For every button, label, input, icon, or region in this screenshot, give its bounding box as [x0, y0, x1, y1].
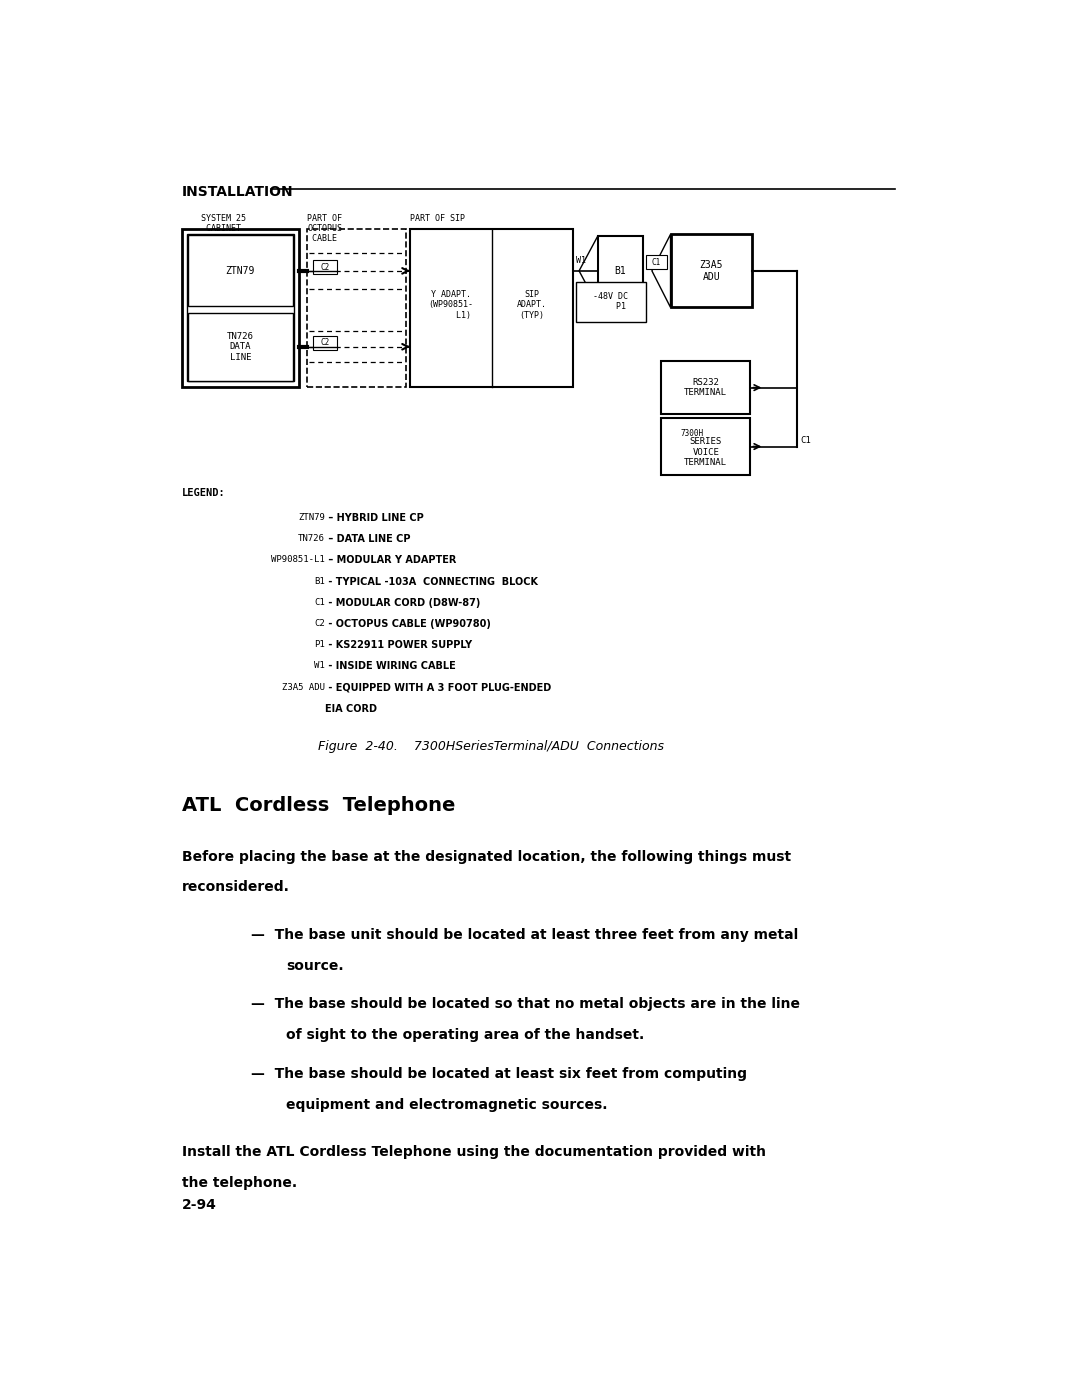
- Text: of sight to the operating area of the handset.: of sight to the operating area of the ha…: [286, 1028, 645, 1042]
- Text: TN726: TN726: [298, 534, 325, 543]
- Text: - INSIDE WIRING CABLE: - INSIDE WIRING CABLE: [325, 661, 456, 671]
- Text: B1: B1: [615, 266, 626, 276]
- Bar: [307, 229, 406, 386]
- Text: EIA CORD: EIA CORD: [325, 703, 377, 714]
- Text: —  The base should be located so that no metal objects are in the line: — The base should be located so that no …: [252, 997, 800, 1011]
- Bar: [646, 255, 667, 269]
- Text: C2: C2: [314, 619, 325, 628]
- Text: INSTALLATION: INSTALLATION: [181, 186, 293, 199]
- Text: Before placing the base at the designated location, the following things must: Before placing the base at the designate…: [181, 850, 791, 864]
- Bar: [188, 236, 293, 307]
- Text: C2: C2: [321, 339, 329, 347]
- Text: ZTN79: ZTN79: [226, 266, 255, 276]
- Bar: [313, 336, 337, 350]
- Text: reconsidered.: reconsidered.: [181, 880, 289, 894]
- Text: ZTN79: ZTN79: [298, 513, 325, 522]
- Text: source.: source.: [286, 958, 343, 972]
- Text: – DATA LINE CP: – DATA LINE CP: [325, 534, 410, 544]
- Text: LEGEND:: LEGEND:: [181, 488, 226, 498]
- Bar: [661, 417, 751, 476]
- Text: 2-94: 2-94: [181, 1198, 216, 1212]
- Text: P1: P1: [314, 640, 325, 649]
- Text: Figure  2-40.    7300HSeriesTerminal/ADU  Connections: Figure 2-40. 7300HSeriesTerminal/ADU Con…: [319, 741, 664, 753]
- Text: PART OF SIP: PART OF SIP: [410, 213, 465, 223]
- Text: -48V DC
    P1: -48V DC P1: [593, 292, 629, 311]
- Text: PART OF
OCTOPUS
 CABLE: PART OF OCTOPUS CABLE: [307, 213, 342, 243]
- Text: Y ADAPT.
(WP90851-
     L1): Y ADAPT. (WP90851- L1): [429, 290, 473, 319]
- Polygon shape: [579, 236, 597, 306]
- Text: —  The base unit should be located at least three feet from any metal: — The base unit should be located at lea…: [252, 928, 798, 942]
- Text: W1: W1: [314, 661, 325, 671]
- Text: B1: B1: [314, 576, 325, 586]
- Bar: [410, 229, 572, 386]
- Bar: [576, 282, 646, 322]
- Text: WP90851-L1: WP90851-L1: [271, 555, 325, 565]
- Text: C1: C1: [800, 437, 811, 445]
- Text: - KS22911 POWER SUPPLY: - KS22911 POWER SUPPLY: [325, 640, 472, 650]
- Text: equipment and electromagnetic sources.: equipment and electromagnetic sources.: [286, 1098, 608, 1112]
- Text: – HYBRID LINE CP: – HYBRID LINE CP: [325, 513, 423, 523]
- Text: C2: C2: [321, 262, 329, 272]
- Text: TN726
DATA
LINE: TN726 DATA LINE: [227, 332, 254, 361]
- Text: - TYPICAL -103A  CONNECTING  BLOCK: - TYPICAL -103A CONNECTING BLOCK: [325, 576, 538, 587]
- Text: – MODULAR Y ADAPTER: – MODULAR Y ADAPTER: [325, 555, 456, 565]
- Text: W1: W1: [576, 255, 586, 265]
- Text: Z3A5
ADU: Z3A5 ADU: [700, 259, 723, 282]
- Text: - EQUIPPED WITH A 3 FOOT PLUG-ENDED: - EQUIPPED WITH A 3 FOOT PLUG-ENDED: [325, 682, 551, 692]
- Text: Install the ATL Cordless Telephone using the documentation provided with: Install the ATL Cordless Telephone using…: [181, 1145, 766, 1159]
- Bar: [181, 229, 299, 386]
- Bar: [187, 234, 294, 381]
- Bar: [597, 236, 643, 306]
- Text: ATL  Cordless  Telephone: ATL Cordless Telephone: [181, 795, 455, 815]
- Text: the telephone.: the telephone.: [181, 1176, 297, 1190]
- Text: SERIES
VOICE
TERMINAL: SERIES VOICE TERMINAL: [685, 438, 727, 467]
- Bar: [188, 312, 293, 381]
- Text: —  The base should be located at least six feet from computing: — The base should be located at least si…: [252, 1067, 747, 1081]
- Text: SIP
ADAPT.
(TYP): SIP ADAPT. (TYP): [517, 290, 548, 319]
- Text: - OCTOPUS CABLE (WP90780): - OCTOPUS CABLE (WP90780): [325, 619, 490, 629]
- Text: Z3A5 ADU: Z3A5 ADU: [282, 682, 325, 692]
- Polygon shape: [652, 234, 671, 307]
- Text: SYSTEM 25
 CABINET: SYSTEM 25 CABINET: [201, 213, 246, 233]
- Bar: [671, 234, 752, 307]
- Text: C1: C1: [652, 258, 661, 266]
- Text: C1: C1: [314, 598, 325, 607]
- Text: 7300H: 7300H: [680, 430, 704, 438]
- Bar: [313, 259, 337, 273]
- Text: RS232
TERMINAL: RS232 TERMINAL: [685, 378, 727, 398]
- Text: - MODULAR CORD (D8W-87): - MODULAR CORD (D8W-87): [325, 598, 481, 608]
- Bar: [661, 361, 751, 414]
